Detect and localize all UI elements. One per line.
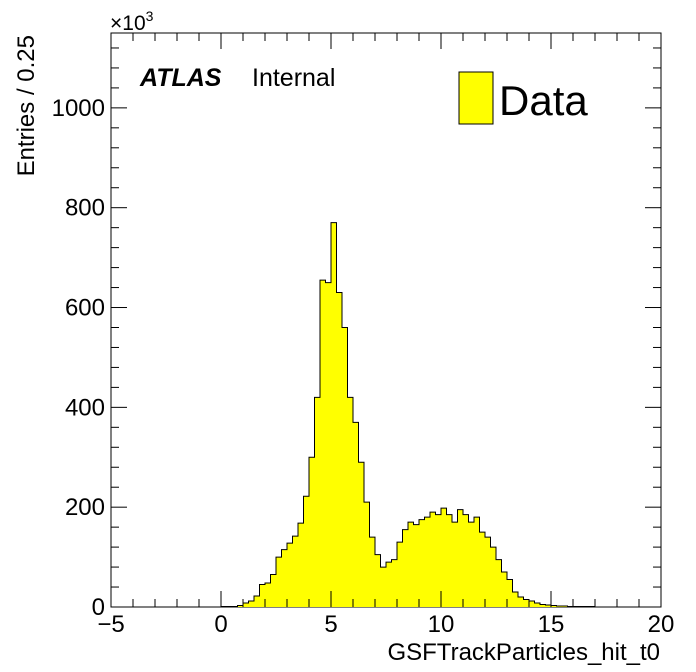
- histogram-bar: [347, 397, 353, 607]
- histogram-bar: [237, 605, 243, 607]
- y-tick-label: 800: [65, 195, 105, 222]
- y-multiplier-exponent: 3: [146, 8, 154, 24]
- histogram-bar: [342, 327, 348, 607]
- histogram-bar: [336, 292, 342, 607]
- x-tick-label: 15: [538, 611, 565, 638]
- histogram-bar: [529, 601, 535, 607]
- histogram-bar: [507, 579, 513, 607]
- histogram-bar: [430, 512, 436, 607]
- x-tick-label: 0: [214, 611, 227, 638]
- histogram-bar: [375, 554, 381, 607]
- histogram-bar: [303, 496, 309, 607]
- histogram-bar: [457, 509, 463, 607]
- histogram-bar: [380, 567, 386, 607]
- histogram-bar: [298, 523, 304, 607]
- x-tick-label: 10: [428, 611, 455, 638]
- histogram-bar: [463, 514, 469, 607]
- histogram-bar: [435, 514, 441, 607]
- histogram-bar: [309, 457, 315, 607]
- histogram-bar: [413, 524, 419, 607]
- histogram-bar: [501, 572, 507, 607]
- x-tick-label: 5: [324, 611, 337, 638]
- histogram-bar: [490, 547, 496, 607]
- histogram-bar: [518, 597, 524, 607]
- histogram-bar: [358, 462, 364, 607]
- histogram-bar: [534, 603, 540, 607]
- histogram-bar: [408, 522, 414, 607]
- histogram-bar: [276, 557, 282, 607]
- histogram-bar: [292, 536, 298, 607]
- histogram-bar: [441, 508, 447, 607]
- y-tick-label: 400: [65, 394, 105, 421]
- x-tick-label: 20: [648, 611, 675, 638]
- histogram-bar: [391, 559, 397, 607]
- y-axis-label: Entries / 0.25: [13, 35, 40, 176]
- histogram-bar: [248, 601, 254, 607]
- histogram-bar: [424, 517, 430, 607]
- histogram-bar: [314, 397, 320, 607]
- histogram-bar: [287, 543, 293, 607]
- legend-swatch: [458, 71, 494, 125]
- histogram-bar: [419, 519, 425, 607]
- x-tick-label: −5: [97, 611, 124, 638]
- y-tick-label: 0: [92, 594, 105, 621]
- y-tick-label: 600: [65, 295, 105, 322]
- histogram-bar: [551, 605, 557, 607]
- atlas-label: ATLAS: [139, 64, 222, 92]
- histogram-bar: [485, 537, 491, 607]
- x-axis-label: GSFTrackParticles_hit_t0: [387, 639, 660, 666]
- histogram-bar: [259, 584, 265, 607]
- histogram-bar: [402, 529, 408, 607]
- histogram-bar: [353, 422, 359, 607]
- y-tick-label: 200: [65, 494, 105, 521]
- histogram-outline: [220, 222, 596, 608]
- histogram-bar: [474, 517, 480, 607]
- histogram-bar: [523, 599, 529, 607]
- histogram-bar: [545, 605, 551, 607]
- histogram-bar: [364, 502, 370, 607]
- y-tick-label: 1000: [52, 95, 105, 122]
- atlas-sublabel: Internal: [252, 64, 335, 92]
- histogram-bar: [270, 574, 276, 607]
- histogram-bar: [325, 282, 331, 607]
- histogram-bars: [220, 222, 596, 608]
- histogram-bar: [369, 537, 375, 607]
- histogram-bar: [331, 222, 337, 608]
- histogram-bar: [446, 514, 452, 607]
- y-multiplier: ×103: [110, 8, 154, 35]
- histogram-bar: [479, 532, 485, 607]
- histogram-bar: [496, 559, 502, 607]
- histogram-bar: [386, 562, 392, 607]
- histogram-bar: [397, 542, 403, 607]
- legend-entry-data: Data: [499, 77, 588, 124]
- histogram-bar: [265, 583, 271, 607]
- histogram-bar: [281, 549, 287, 607]
- histogram-bar: [254, 596, 260, 607]
- histogram-bar: [452, 522, 458, 607]
- histogram-bar: [243, 603, 249, 607]
- histogram-bar: [512, 592, 518, 607]
- histogram-bar: [320, 280, 326, 607]
- histogram-bar: [540, 604, 546, 607]
- histogram-bar: [468, 522, 474, 607]
